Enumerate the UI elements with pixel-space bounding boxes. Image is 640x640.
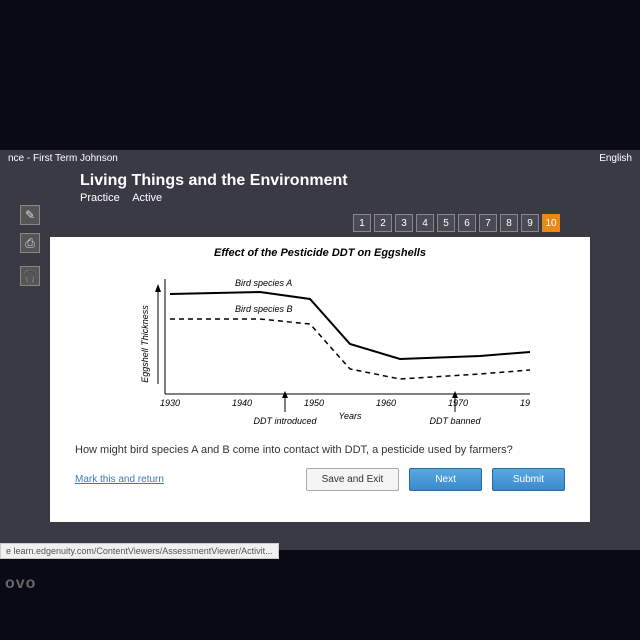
question-nav-5[interactable]: 5 (437, 214, 455, 232)
svg-text:Bird species B: Bird species B (235, 304, 293, 314)
laptop-brand: ovo (5, 575, 36, 593)
app-screen: nce - First Term Johnson English Living … (0, 150, 640, 550)
mode-label: Practice (80, 192, 120, 204)
question-nav-6[interactable]: 6 (458, 214, 476, 232)
submit-button[interactable]: Submit (492, 468, 565, 491)
svg-text:Bird species A: Bird species A (235, 278, 292, 288)
question-nav-8[interactable]: 8 (500, 214, 518, 232)
print-icon[interactable]: ⎙ (20, 233, 40, 253)
footer-actions: Mark this and return Save and Exit Next … (65, 468, 575, 491)
question-nav-1[interactable]: 1 (353, 214, 371, 232)
svg-text:1940: 1940 (232, 398, 252, 408)
svg-text:Eggshell Thickness: Eggshell Thickness (140, 305, 150, 383)
question-nav-2[interactable]: 2 (374, 214, 392, 232)
course-name: nce - First Term Johnson (8, 153, 118, 164)
mark-return-link[interactable]: Mark this and return (75, 474, 164, 485)
url-tooltip: e learn.edgenuity.com/ContentViewers/Ass… (0, 543, 279, 559)
save-exit-button[interactable]: Save and Exit (306, 468, 400, 491)
question-nav-row: 12345678910 (0, 214, 640, 237)
lesson-header: Living Things and the Environment Practi… (0, 167, 640, 214)
svg-text:Years: Years (338, 411, 362, 421)
chart-area: Eggshell Thickness 1930 1940 1950 1960 1970 19… (110, 264, 530, 434)
svg-text:1960: 1960 (376, 398, 396, 408)
question-nav-7[interactable]: 7 (479, 214, 497, 232)
tool-icons: ✎ ⎙ 🎧 (20, 205, 40, 286)
question-nav-10[interactable]: 10 (542, 214, 560, 232)
question-nav-3[interactable]: 3 (395, 214, 413, 232)
audio-icon[interactable]: 🎧 (20, 266, 40, 286)
next-button[interactable]: Next (409, 468, 482, 491)
svg-text:1970: 1970 (448, 398, 468, 408)
question-nav-9[interactable]: 9 (521, 214, 539, 232)
svg-text:1980: 1980 (520, 398, 530, 408)
language-label[interactable]: English (599, 153, 632, 164)
chart-title: Effect of the Pesticide DDT on Eggshells (65, 247, 575, 259)
content-panel: Effect of the Pesticide DDT on Eggshells… (50, 237, 590, 522)
status-label: Active (132, 192, 162, 204)
svg-text:DDT banned: DDT banned (429, 416, 481, 426)
top-bar: nce - First Term Johnson English (0, 150, 640, 167)
chart-svg: Eggshell Thickness 1930 1940 1950 1960 1970 19… (110, 264, 530, 434)
question-numbers: 12345678910 (353, 214, 560, 232)
svg-text:1950: 1950 (304, 398, 324, 408)
page-title: Living Things and the Environment (80, 172, 560, 190)
question-text: How might bird species A and B come into… (65, 444, 575, 456)
svg-text:1930: 1930 (160, 398, 180, 408)
pencil-icon[interactable]: ✎ (20, 205, 40, 225)
question-nav-4[interactable]: 4 (416, 214, 434, 232)
svg-text:DDT introduced: DDT introduced (253, 416, 317, 426)
